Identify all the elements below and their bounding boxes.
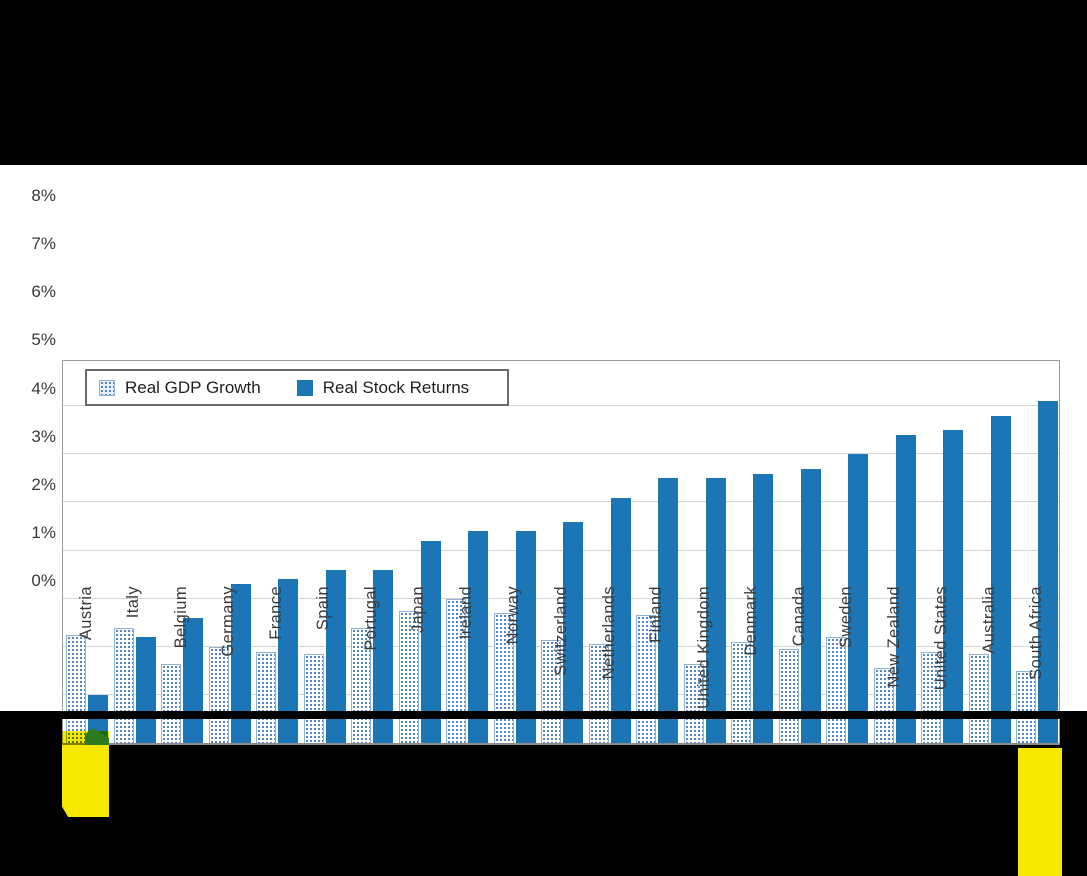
ytick-4pct: 4% [31, 378, 56, 398]
ytick-2pct: 2% [31, 474, 56, 494]
xlabel-spain: Spain [314, 586, 333, 631]
bar-real-gdp-growth-japan [398, 610, 419, 743]
bar-real-stock-returns-netherlands [610, 497, 631, 743]
xlabel-austria: Austria [76, 586, 95, 641]
highlight-south-africa-yellow [1018, 748, 1062, 876]
bar-real-stock-returns-ireland [468, 531, 489, 743]
xlabel-switzerland: Switzerland [552, 586, 570, 676]
bar-real-stock-returns-finland [658, 478, 679, 743]
letterbox-bottom [0, 711, 1087, 719]
bar-real-stock-returns-united-kingdom [705, 478, 726, 743]
bar-real-gdp-growth-france [256, 651, 277, 743]
bar-real-gdp-growth-spain [303, 653, 324, 743]
bar-real-gdp-growth-germany [208, 646, 229, 743]
bar-real-stock-returns-canada [800, 468, 821, 743]
bar-real-stock-returns-italy [135, 637, 156, 743]
bar-real-stock-returns-portugal [373, 569, 394, 743]
gridline-4pct [63, 549, 1059, 551]
chart-panel: 0% 1% 2% 3% 4% 5% 6% 7% 8% Austria Italy Belgium Ge… [0, 165, 1087, 876]
letterbox-top [0, 0, 1087, 165]
bar-real-stock-returns-spain [325, 569, 346, 743]
gridline-6pct [63, 453, 1059, 455]
xlabel-ireland: Ireland [456, 586, 475, 640]
ytick-5pct: 5% [31, 330, 56, 350]
ytick-6pct: 6% [31, 282, 56, 302]
bar-real-stock-returns-south-africa [1038, 401, 1059, 743]
xlabel-united-kingdom: United Kingdom [694, 586, 713, 710]
xlabel-australia: Australia [979, 586, 998, 654]
bar-real-stock-returns-sweden [848, 454, 869, 743]
xlabel-netherlands: Netherlands [599, 586, 618, 680]
legend-swatch-real-gdp-growth [99, 379, 115, 396]
legend-label-real-stock-returns: Real Stock Returns [322, 377, 470, 397]
bar-real-gdp-growth-south-africa [1016, 670, 1037, 743]
bar-real-gdp-growth-canada [778, 649, 799, 743]
gridline-3pct [63, 597, 1059, 599]
bar-real-stock-returns-switzerland [563, 521, 584, 743]
legend-label-real-gdp-growth: Real GDP Growth [125, 377, 261, 397]
bar-real-stock-returns-united-states [943, 430, 964, 743]
xlabel-canada: Canada [789, 586, 808, 647]
ytick-0pct: 0% [31, 571, 56, 590]
xlabel-south-africa: South Africa [1027, 586, 1046, 680]
bar-real-gdp-growth-norway [493, 613, 514, 743]
bar-real-stock-returns-norway [515, 531, 536, 743]
xlabel-italy: Italy [124, 586, 143, 619]
xlabel-sweden: Sweden [837, 586, 856, 649]
ytick-1pct: 1% [31, 522, 56, 542]
gridline-5pct [63, 501, 1059, 503]
bar-real-gdp-growth-denmark [731, 641, 752, 743]
bar-real-gdp-growth-austria [66, 634, 86, 743]
bar-real-gdp-growth-belgium [161, 663, 182, 743]
bar-real-stock-returns-denmark [753, 473, 774, 743]
gridline-7pct [63, 405, 1059, 407]
xlabel-belgium: Belgium [171, 586, 190, 649]
xlabel-united-states: United States [932, 586, 951, 691]
ytick-3pct: 3% [31, 426, 56, 446]
bar-real-stock-returns-japan [420, 540, 441, 743]
bar-real-stock-returns-germany [230, 584, 251, 743]
bar-real-stock-returns-france [278, 579, 299, 743]
xlabel-japan: Japan [409, 586, 428, 633]
ytick-7pct: 7% [31, 234, 56, 254]
bar-real-stock-returns-new-zealand [895, 435, 916, 743]
xlabel-denmark: Denmark [742, 586, 761, 656]
legend: Real GDP Growth Real Stock Returns [85, 369, 509, 406]
bar-real-stock-returns-australia [990, 415, 1011, 743]
ytick-8pct: 8% [31, 186, 56, 205]
xlabel-france: France [266, 586, 285, 640]
xlabel-portugal: Portugal [361, 586, 380, 651]
bar-real-gdp-growth-ireland [446, 598, 467, 743]
xlabel-norway: Norway [504, 586, 523, 645]
xlabel-finland: Finland [647, 586, 666, 643]
bar-real-gdp-growth-sweden [826, 637, 847, 743]
bar-real-gdp-growth-italy [113, 627, 134, 743]
xlabel-germany: Germany [219, 586, 238, 657]
bar-real-gdp-growth-australia [968, 653, 989, 743]
legend-swatch-real-stock-returns [296, 379, 313, 396]
xlabel-new-zealand: New Zealand [884, 586, 903, 688]
plot-area [62, 360, 1060, 745]
